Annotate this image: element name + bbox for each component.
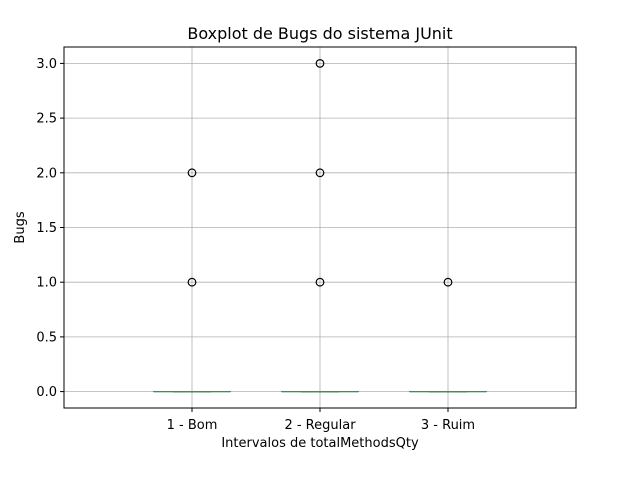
x-axis-label: Intervalos de totalMethodsQty [221,436,419,451]
outlier-point [315,59,325,68]
y-axis-ticks: 0.0 0.5 1.0 1.5 2.0 2.5 3.0 [36,57,64,400]
outlier-point [315,168,325,178]
y-axis-label: Bugs [13,211,28,243]
y-tick-label: 1.5 [36,221,57,236]
y-tick-label: 3.0 [36,57,57,72]
y-tick-label: 2.0 [36,166,57,181]
chart-title: Boxplot de Bugs do sistema JUnit [187,24,452,43]
y-tick-label: 1.0 [36,276,57,291]
y-tick-label: 0.0 [36,385,57,400]
grid [64,47,576,408]
outlier-point [443,277,453,287]
outliers [187,59,453,287]
x-axis-ticks: 1 - Bom 2 - Regular 3 - Ruim [167,408,475,433]
x-tick-label: 3 - Ruim [421,418,475,433]
outlier-point [187,168,197,178]
x-tick-label: 1 - Bom [167,418,218,433]
outlier-point [187,277,197,287]
x-tick-label: 2 - Regular [284,418,356,433]
y-tick-label: 2.5 [36,112,57,127]
outlier-point [315,277,325,287]
y-tick-label: 0.5 [36,330,57,345]
